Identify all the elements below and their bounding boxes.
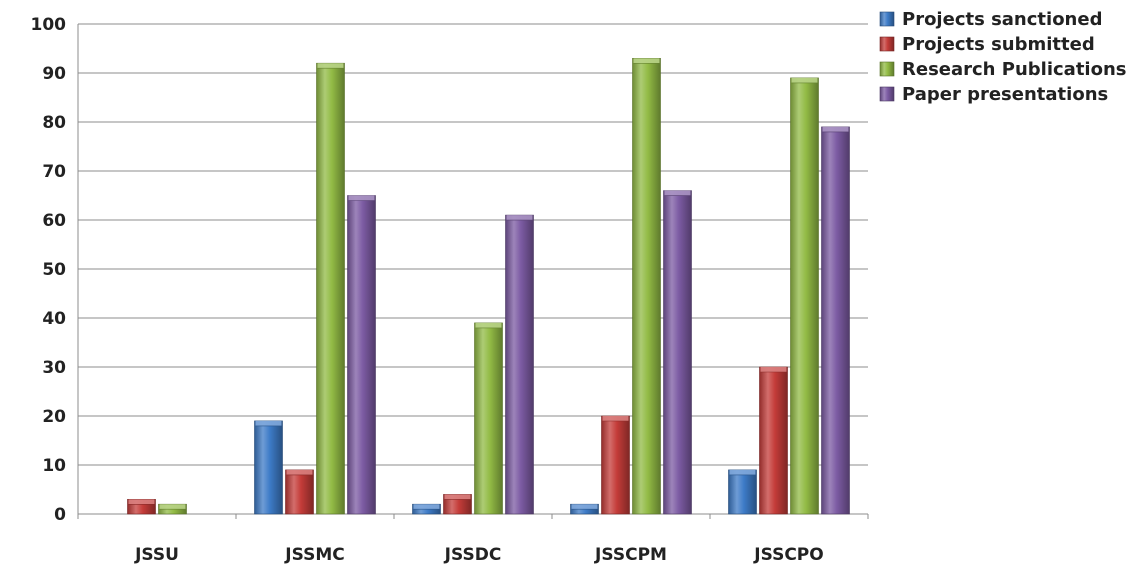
bar-research-publications-jssu (158, 503, 187, 515)
bar-research-publications-jsscpo (790, 77, 819, 515)
y-tick-label: 70 (42, 162, 66, 182)
bar-projects-sanctioned-jssmc (254, 420, 283, 515)
legend-swatch (879, 86, 895, 102)
bar-projects-submitted-jsscpo (759, 366, 788, 515)
bar-paper-presentations-jssmc (347, 195, 376, 515)
y-tick-label: 10 (42, 456, 66, 476)
bar-research-publications-jsscpm (632, 57, 661, 515)
bar-paper-presentations-jsscpm (663, 190, 692, 515)
legend-item-projects-submitted: Projects submitted (879, 34, 1095, 55)
legend-label: Research Publications (902, 59, 1126, 80)
bar-paper-presentations-jsscpo (821, 126, 850, 515)
axes: 0 10 20 30 40 50 60 70 80 90 100 JSSU JSSMC JSSDC JSSC… (31, 15, 869, 565)
y-tick-label: 20 (42, 407, 66, 427)
x-tick-label: JSSCPM (594, 545, 667, 565)
x-tick-label: JSSU (134, 545, 179, 565)
legend-swatch (879, 11, 895, 27)
y-tick-label: 40 (42, 309, 66, 329)
legend-item-projects-sanctioned: Projects sanctioned (879, 9, 1102, 30)
legend-item-research-publications: Research Publications (879, 59, 1126, 80)
legend-swatch (879, 36, 895, 52)
bar-research-publications-jssdc (474, 322, 503, 515)
bar-projects-sanctioned-jsscpo (728, 469, 757, 515)
y-tick-label: 0 (54, 505, 66, 525)
bar-projects-submitted-jssmc (285, 469, 314, 515)
y-tick-label: 30 (42, 358, 66, 378)
bar-research-publications-jssmc (316, 62, 345, 515)
y-tick-label: 50 (42, 260, 66, 280)
bar-projects-submitted-jssu (127, 498, 156, 515)
bar-projects-submitted-jssdc (443, 494, 472, 515)
x-tick-label: JSSDC (444, 545, 502, 565)
bar-projects-submitted-jsscpm (601, 415, 630, 515)
bars (127, 57, 850, 515)
bar-projects-sanctioned-jsscpm (570, 503, 599, 515)
gridlines (78, 23, 868, 515)
x-tick-label: JSSMC (284, 545, 344, 565)
legend-label: Projects submitted (902, 34, 1095, 55)
legend-label: Projects sanctioned (902, 9, 1102, 30)
legend: Projects sanctioned Projects submitted Res… (879, 9, 1126, 105)
y-tick-label: 60 (42, 211, 66, 231)
y-tick-label: 90 (42, 64, 66, 84)
y-tick-label: 100 (31, 15, 67, 35)
legend-swatch (879, 61, 895, 77)
bar-projects-sanctioned-jssdc (412, 503, 441, 515)
legend-label: Paper presentations (902, 84, 1108, 105)
bar-paper-presentations-jssdc (505, 214, 534, 515)
y-tick-label: 80 (42, 113, 66, 133)
x-tick-label: JSSCPO (753, 545, 823, 565)
legend-item-paper-presentations: Paper presentations (879, 84, 1108, 105)
